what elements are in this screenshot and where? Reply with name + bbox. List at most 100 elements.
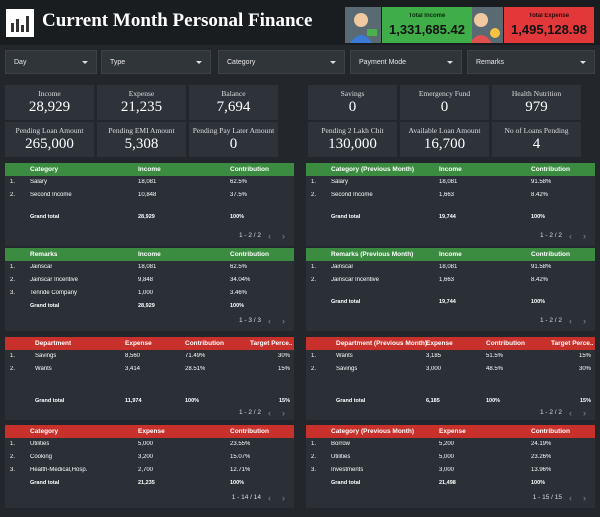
table-cell: 71.49% (185, 353, 206, 359)
table-cell: 3,185 (426, 353, 442, 359)
table-cell: 48.5% (486, 366, 504, 372)
table-cell: 3,414 (125, 366, 141, 372)
card-value: 7,694 (216, 99, 251, 115)
table-cell: Jainscar (331, 264, 354, 270)
next-page[interactable]: › (282, 231, 285, 241)
filter-dropdown[interactable]: Remarks (467, 50, 595, 74)
table-cell: 2,700 (138, 467, 154, 473)
table-cell: Jainscar Incentive (331, 277, 380, 283)
pagination: 1 - 2 / 2 (238, 409, 261, 416)
table-cell: 8.42% (531, 277, 549, 283)
table-cell: 23.55% (230, 441, 251, 447)
column-header: Remarks (30, 251, 58, 258)
table-cell: Utilities (30, 441, 50, 447)
table-cell: 18,081 (138, 179, 157, 185)
prev-page[interactable]: ‹ (569, 231, 572, 241)
next-page[interactable]: › (583, 493, 586, 503)
table-header: Category Expense Contribution (5, 425, 294, 438)
next-page[interactable]: › (282, 493, 285, 503)
table-cell: 51.5% (486, 353, 504, 359)
filter-dropdown[interactable]: Type (101, 50, 211, 74)
column-header: Department (Previous Month) (336, 340, 428, 347)
pagination: 1 - 15 / 15 (532, 494, 562, 501)
column-header: Contribution (185, 340, 224, 347)
filter-dropdown[interactable]: Category (218, 50, 345, 74)
column-header: Department (35, 340, 72, 347)
pagination: 1 - 2 / 2 (539, 409, 562, 416)
column-header: Contribution (486, 340, 525, 347)
data-table: Category Income Contribution 1. Salary 18,081… (5, 163, 294, 246)
column-header: Income (439, 166, 462, 173)
prev-page[interactable]: ‹ (268, 316, 271, 326)
card-label: Balance (221, 89, 246, 98)
pagination: 1 - 2 / 2 (539, 317, 562, 324)
table-cell: 3,200 (138, 454, 154, 460)
table-cell: Borrow (331, 441, 351, 447)
income-avatar (345, 7, 381, 43)
row-number: 2. (311, 277, 317, 283)
table-cell: Investments (331, 467, 364, 473)
prev-page[interactable]: ‹ (569, 408, 572, 418)
table-cell: 9,848 (138, 277, 154, 283)
table-cell: Jainscar (30, 264, 53, 270)
table-cell: 91.58% (531, 179, 552, 185)
card-value: 0 (440, 99, 449, 115)
kpi-card: Pending Loan Amount 265,000 (5, 122, 94, 157)
table-cell: Wants (336, 353, 353, 359)
kpi-card: Emergency Fund 0 (400, 85, 489, 120)
table-cell: 62.5% (230, 179, 248, 185)
table-cell: 18,081 (138, 264, 157, 270)
filter-dropdown[interactable]: Payment Mode (350, 50, 462, 74)
prev-page[interactable]: ‹ (268, 231, 271, 241)
card-value: 21,235 (120, 99, 163, 115)
pagination: 1 - 14 / 14 (231, 494, 261, 501)
total-cell: 21,498 (439, 480, 456, 486)
prev-page[interactable]: ‹ (268, 493, 271, 503)
table-cell: 1,663 (439, 277, 455, 283)
next-page[interactable]: › (583, 408, 586, 418)
table-cell: 30% (578, 366, 591, 372)
table-cell: 28.51% (185, 366, 206, 372)
table-cell: 24.19% (531, 441, 552, 447)
next-page[interactable]: › (282, 316, 285, 326)
total-cell: Grand total (30, 214, 60, 220)
card-label: Pending EMI Amount (108, 126, 175, 135)
filter-dropdown[interactable]: Day (5, 50, 97, 74)
kpi-card: Pending EMI Amount 5,308 (97, 122, 186, 157)
prev-page[interactable]: ‹ (569, 316, 572, 326)
total-cell: 100% (230, 480, 245, 486)
column-header: Expense (439, 428, 466, 435)
next-page[interactable]: › (583, 231, 586, 241)
total-cell: 100% (230, 303, 245, 309)
column-header: Income (439, 251, 462, 258)
card-label: Pending Pay Later Amount (192, 126, 275, 135)
row-number: 2. (311, 454, 317, 460)
table-header: Department (Previous Month) Expense Contri… (306, 337, 595, 350)
row-number: 1. (10, 353, 16, 359)
next-page[interactable]: › (282, 408, 285, 418)
column-header: Contribution (531, 166, 570, 173)
table-cell: 8,560 (125, 353, 141, 359)
card-label: Savings (340, 89, 365, 98)
table-cell: 62.5% (230, 264, 248, 270)
prev-page[interactable]: ‹ (569, 493, 572, 503)
table-header: Remarks (Previous Month) Income Contributi… (306, 248, 595, 261)
table-cell: 5,000 (138, 441, 154, 447)
row-number: 3. (10, 467, 16, 473)
next-page[interactable]: › (583, 316, 586, 326)
total-cell: Grand total (331, 299, 361, 305)
prev-page[interactable]: ‹ (268, 408, 271, 418)
row-number: 1. (10, 179, 16, 185)
table-cell: Second Income (30, 192, 72, 198)
row-number: 1. (10, 441, 16, 447)
table-cell: 10,848 (138, 192, 157, 198)
table-cell: 18,081 (439, 179, 458, 185)
card-value: 16,700 (423, 136, 466, 152)
column-header: Target Perce... (551, 340, 593, 347)
total-cell: Grand total (30, 480, 60, 486)
table-cell: 5,200 (439, 441, 455, 447)
card-label: No of Loans Pending (504, 126, 569, 135)
total-cell: 100% (531, 214, 546, 220)
total-cell: Grand total (30, 303, 60, 309)
